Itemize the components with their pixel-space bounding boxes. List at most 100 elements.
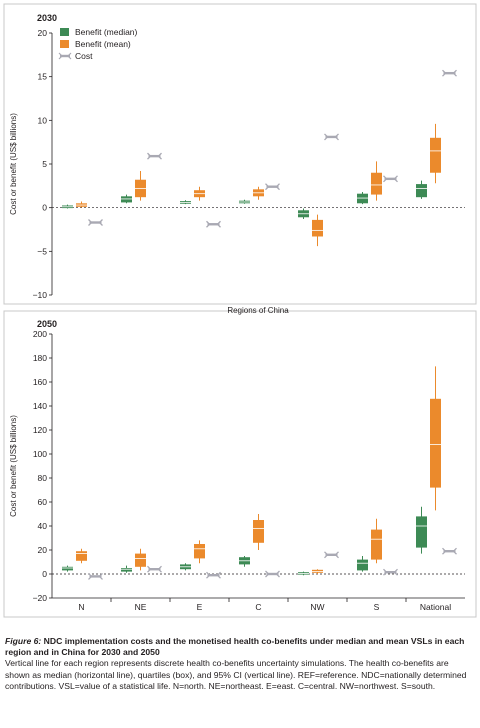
cost-marker xyxy=(265,183,280,191)
y-tick-label: 10 xyxy=(38,115,48,125)
legend: Benefit (median) Benefit (mean) Cost xyxy=(58,27,138,61)
cost-marker xyxy=(206,220,221,228)
box-benefitmedian-NW xyxy=(298,208,309,220)
figure-caption: Figure 6: NDC implementation costs and t… xyxy=(5,636,475,692)
cost-point-National xyxy=(442,547,457,555)
box-benefitmean-NE xyxy=(135,170,146,201)
legend-label: Benefit (mean) xyxy=(75,39,131,49)
y-tick-label: −10 xyxy=(33,290,48,300)
legend-swatch xyxy=(60,28,69,36)
y-tick-label: −5 xyxy=(37,246,47,256)
cost-marker xyxy=(442,547,457,555)
box-benefitmean-NE xyxy=(135,548,146,571)
iqr-box xyxy=(194,544,205,559)
chart-panel-2030: 2030 −10 −5 0 5 10 15 20 Cost or benefit (US$ bi… xyxy=(3,3,477,305)
x-tick-label-National: National xyxy=(420,602,451,612)
iqr-box xyxy=(416,516,427,548)
y-tick-label: 140 xyxy=(33,401,47,411)
cost-marker xyxy=(265,570,280,578)
caption-title: NDC implementation costs and the monetis… xyxy=(5,636,465,658)
y-tick-label: 100 xyxy=(33,449,47,459)
box-benefitmean-C xyxy=(253,514,264,550)
box-benefitmedian-S xyxy=(357,556,368,572)
iqr-box xyxy=(430,398,441,488)
x-tick-label-C: C xyxy=(255,602,261,612)
legend-label: Cost xyxy=(75,51,93,61)
y-tick-label: 15 xyxy=(38,72,48,82)
box-benefitmedian-NE xyxy=(121,565,132,573)
y-tick-label: 80 xyxy=(38,473,48,483)
chart-panel-2050: 2050 −20 0 20 40 60 80 100 120 140 160 180 200 Cost o… xyxy=(3,306,477,618)
panel-frame xyxy=(3,310,477,618)
y-tick-label: 160 xyxy=(33,377,47,387)
x-tick-label-N: N xyxy=(78,602,84,612)
box-benefitmedian-N xyxy=(62,204,73,209)
cost-marker xyxy=(88,572,103,580)
iqr-box xyxy=(416,184,427,198)
box-benefitmean-National xyxy=(430,366,441,511)
box-benefitmean-E xyxy=(194,540,205,564)
cost-marker xyxy=(206,571,221,579)
panel-title: 2050 xyxy=(37,319,57,329)
iqr-box xyxy=(135,553,146,567)
y-tick-label: 60 xyxy=(38,497,48,507)
cost-point-N xyxy=(88,219,103,226)
x-tick-label-S: S xyxy=(374,602,380,612)
iqr-box xyxy=(357,559,368,571)
box-benefitmedian-C xyxy=(239,556,250,567)
legend-cost-marker xyxy=(58,52,72,60)
panel-title: 2030 xyxy=(37,13,57,23)
cost-marker xyxy=(147,565,162,573)
iqr-box xyxy=(62,566,73,571)
box-benefitmean-National xyxy=(430,123,441,184)
cost-marker xyxy=(383,175,398,183)
cost-point-S xyxy=(383,175,398,183)
cost-point-NE xyxy=(147,152,162,160)
cost-point-NE xyxy=(147,565,162,573)
cost-point-National xyxy=(442,69,457,77)
cost-point-NW xyxy=(324,133,339,141)
legend-label: Benefit (median) xyxy=(75,27,138,37)
box-benefitmean-C xyxy=(253,186,264,200)
caption-figure-label: Figure 6: xyxy=(5,636,42,646)
x-tick-label-NW: NW xyxy=(310,602,324,612)
cost-point-E xyxy=(206,571,221,579)
cost-marker xyxy=(442,69,457,77)
box-benefitmedian-N xyxy=(62,565,73,572)
box-benefitmean-NW xyxy=(312,214,323,247)
iqr-box xyxy=(76,551,87,561)
box-benefitmedian-C xyxy=(239,199,250,204)
x-axis-title: Regions of China xyxy=(227,306,289,315)
caption-notes: Vertical line for each region represents… xyxy=(5,658,467,691)
y-tick-label: 20 xyxy=(38,545,48,555)
cost-marker xyxy=(324,133,339,141)
cost-point-N xyxy=(88,572,103,580)
y-tick-label: 40 xyxy=(38,521,48,531)
cost-point-C xyxy=(265,570,280,578)
cost-marker xyxy=(147,152,162,160)
iqr-box xyxy=(357,193,368,204)
iqr-box xyxy=(371,172,382,195)
y-tick-label: −20 xyxy=(33,593,48,603)
panel-frame xyxy=(3,3,477,305)
iqr-box xyxy=(371,529,382,560)
box-benefitmean-NW xyxy=(312,569,323,574)
cost-point-NW xyxy=(324,551,339,559)
y-tick-label: 120 xyxy=(33,425,47,435)
box-benefitmean-S xyxy=(371,161,382,201)
y-tick-label: 20 xyxy=(38,28,48,38)
box-benefitmedian-NE xyxy=(121,194,132,204)
iqr-box xyxy=(312,219,323,237)
cost-point-E xyxy=(206,220,221,228)
box-benefitmedian-NW xyxy=(298,571,309,576)
iqr-box xyxy=(121,196,132,203)
y-tick-label: 180 xyxy=(33,353,47,363)
y-tick-label: 5 xyxy=(42,159,47,169)
cost-point-S xyxy=(383,568,398,576)
cost-marker xyxy=(324,551,339,559)
cost-marker xyxy=(88,219,103,226)
x-tick-label-E: E xyxy=(197,602,203,612)
box-benefitmean-N xyxy=(76,201,87,208)
box-benefitmedian-National xyxy=(416,506,427,554)
y-axis-title: Cost or benefit (US$ billions) xyxy=(9,415,18,517)
